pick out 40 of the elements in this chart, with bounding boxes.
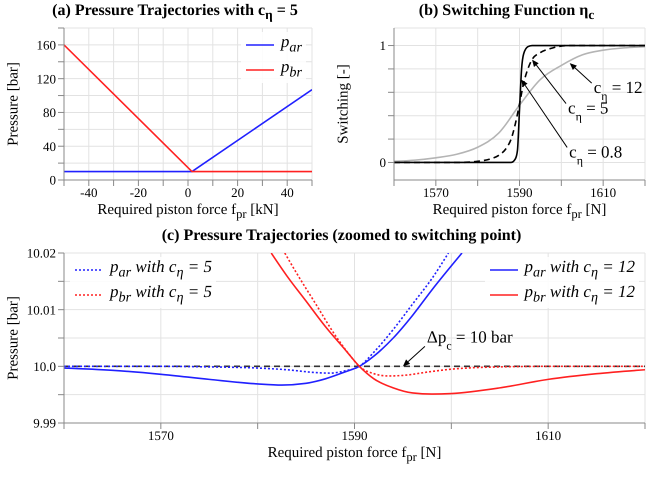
x-tick-label: 1590 <box>342 428 368 444</box>
legend-label: p$_{br}$ with c$_{η}$ = 12 <box>524 282 635 306</box>
legend-label: p$_{br}$ <box>280 57 302 81</box>
x-tick-label: -20 <box>130 185 148 200</box>
y-tick-label: 9.99 <box>33 416 56 431</box>
y-tick-label: 10.02 <box>26 246 56 261</box>
legend-label: p$_{br}$ with c$_{η}$ = 5 <box>110 282 212 306</box>
legend-label: p$_{ar}$ with c$_{η}$ = 12 <box>524 257 635 280</box>
y-tick-label: 160 <box>36 38 56 53</box>
y-tick-label: 1 <box>380 38 386 54</box>
y-tick-label: 120 <box>36 71 56 86</box>
x-tick-label: 1570 <box>148 428 174 444</box>
y-axis-title: Switching [-] <box>336 64 352 144</box>
chart-title: (b) Switching Function η$_{c}$ <box>418 2 594 22</box>
x-axis-title: Required piston force f$_{pr}$ [kN] <box>97 202 279 221</box>
x-tick-label: 40 <box>280 185 294 200</box>
legend-label: p$_{ar}$ with c$_{η}$ = 5 <box>110 257 212 280</box>
x-tick-label: 1590 <box>506 185 532 200</box>
annotation: c$_{η}$ = 0.8 <box>569 142 622 168</box>
x-tick-label: 1610 <box>590 185 616 200</box>
y-tick-label: 80 <box>43 105 56 120</box>
y-tick-label: 10.01 <box>26 302 56 318</box>
legend-label: p$_{ar}$ <box>280 32 302 56</box>
x-tick-label: 1610 <box>535 428 562 444</box>
annotation: c$_{η}$ = 12 <box>594 78 643 104</box>
x-axis-title: Required piston force f$_{pr}$ [N] <box>432 202 606 221</box>
x-axis-title: Required piston force f$_{pr}$ [N] <box>268 445 442 464</box>
y-tick-label: 40 <box>43 138 56 154</box>
y-tick-label: 10.0 <box>33 358 56 374</box>
x-tick-label: 0 <box>184 185 192 200</box>
x-tick-label: -40 <box>80 185 98 200</box>
line-series <box>270 253 645 395</box>
x-tick-label: 1570 <box>422 185 449 200</box>
y-axis-title: Pressure [bar] <box>6 62 22 146</box>
annotation: Δp$_{c}$ = 10 bar <box>426 327 514 352</box>
chart-title: (c) Pressure Trajectories (zoomed to switching point) <box>162 227 522 244</box>
x-tick-label: 20 <box>231 185 244 200</box>
y-axis-title: Pressure [bar] <box>6 296 22 380</box>
y-tick-label: 0 <box>50 172 56 188</box>
chart-title: (a) Pressure Trajectories with c$_{η}$ = 5 <box>52 2 298 22</box>
